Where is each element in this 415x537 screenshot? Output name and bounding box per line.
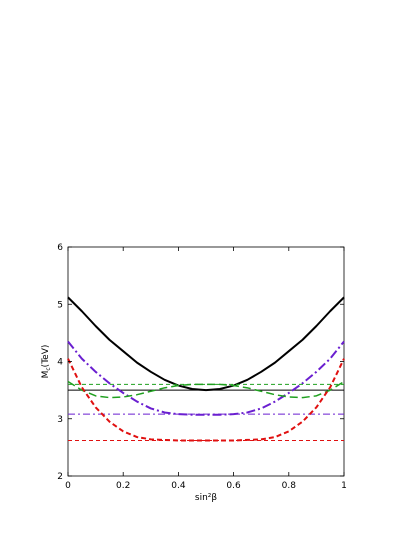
x-axis-label: sin²β xyxy=(195,493,218,503)
x-tick-label: 0.2 xyxy=(116,481,130,491)
series-line-5 xyxy=(67,380,345,399)
plot-area: 0 0.2 0.4 0.6 0.8 1 2 3 4 5 6 xyxy=(57,243,347,491)
ticks-group: 0 0.2 0.4 0.6 0.8 1 2 3 4 5 6 xyxy=(57,243,347,491)
y-tick-label: 3 xyxy=(57,415,63,425)
x-tick-label: 0.8 xyxy=(282,481,297,491)
x-tick-label: 0.4 xyxy=(171,481,186,491)
y-tick-label: 5 xyxy=(57,300,63,310)
plot-frame xyxy=(67,246,345,477)
y-axis-label-unit: (TeV) xyxy=(41,345,51,368)
x-tick-label: 0.6 xyxy=(226,481,241,491)
y-axis-label-main: M xyxy=(41,371,51,379)
series-line-3 xyxy=(67,340,345,416)
y-axis-label-sub: c xyxy=(45,367,52,370)
series-line-1 xyxy=(67,296,345,392)
y-tick-label: 2 xyxy=(57,472,63,482)
x-tick-label: 1 xyxy=(341,481,347,491)
series-line-7 xyxy=(67,358,345,442)
series-group xyxy=(67,296,345,442)
y-tick-label: 4 xyxy=(57,358,63,368)
y-tick-label: 6 xyxy=(57,243,63,253)
y-axis-label: Mc(TeV) xyxy=(41,345,52,379)
x-tick-label: 0 xyxy=(65,481,71,491)
